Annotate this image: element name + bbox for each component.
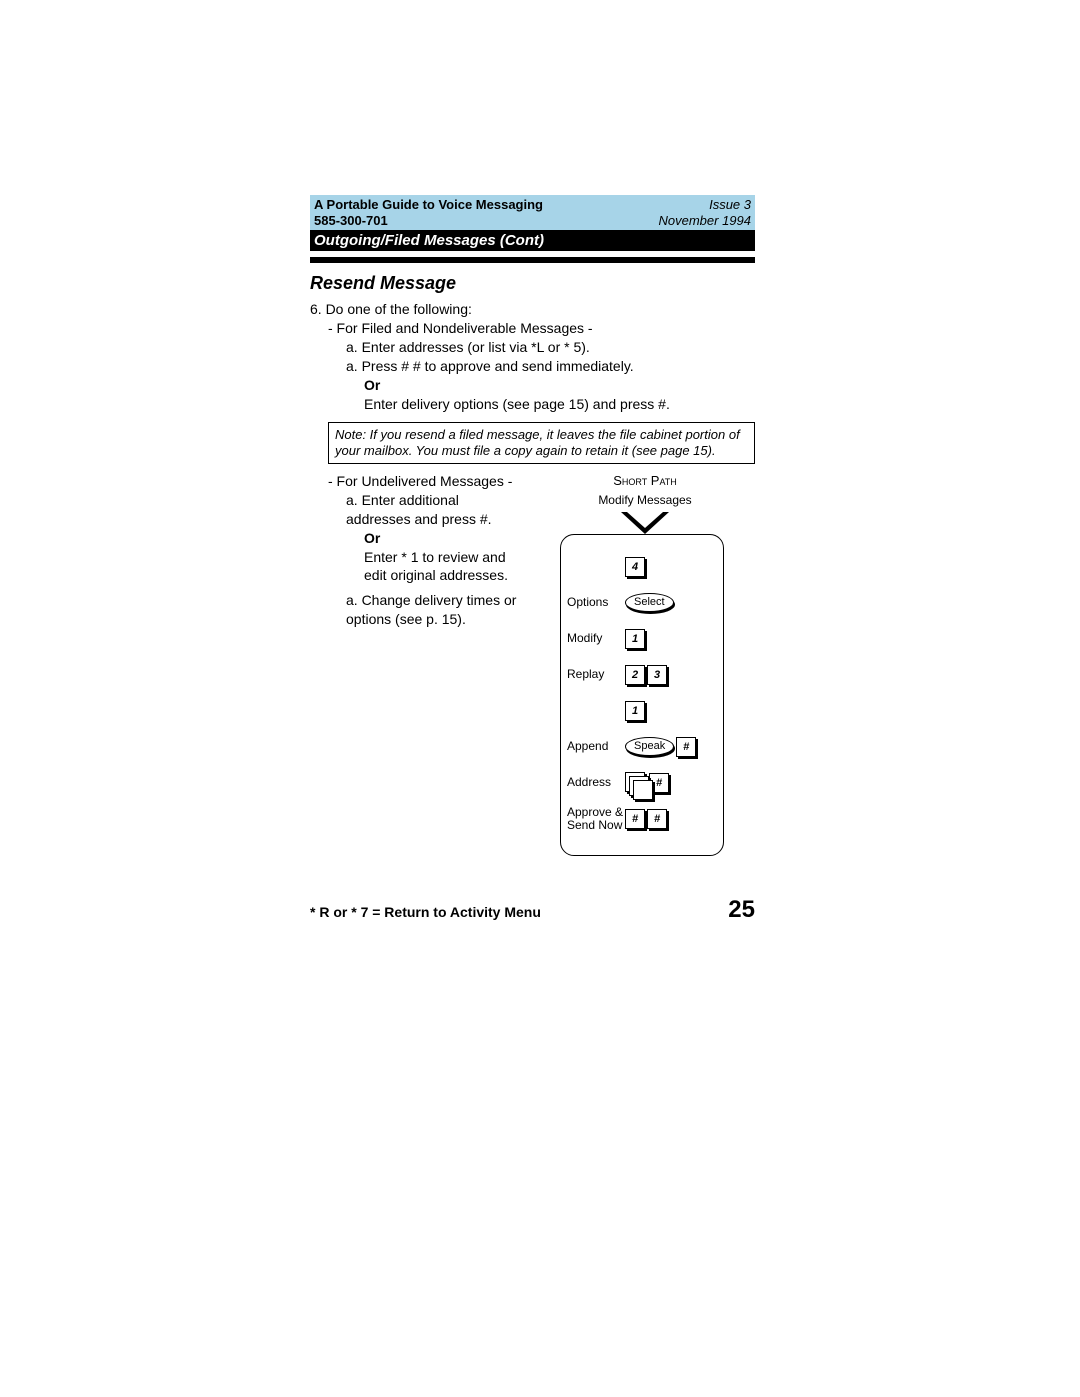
issue: Issue 3: [709, 197, 751, 213]
flow-keys: ##: [625, 809, 717, 829]
return-text: * R or * 7 = Return to Activity Menu: [310, 904, 541, 920]
phone-key: 4: [625, 557, 645, 577]
filed-a: a. Enter addresses (or list via *L or * …: [346, 338, 755, 357]
flow-keys: 1: [625, 701, 717, 721]
flow-keys: Select: [625, 593, 717, 612]
doc-title: A Portable Guide to Voice Messaging: [314, 197, 543, 213]
flow-row: OptionsSelect: [567, 589, 717, 617]
phone-key: 2: [625, 665, 645, 685]
flow-label: Address: [567, 776, 625, 789]
flow-row: 1: [567, 697, 717, 725]
filed-b: a. Press # # to approve and send immedia…: [346, 357, 755, 376]
undeliv-a: a. Enter additional addresses and press …: [346, 491, 520, 529]
key-stack-icon: [625, 772, 647, 794]
filed-or: Enter delivery options (see page 15) and…: [364, 395, 755, 414]
or-2: Or: [364, 529, 520, 548]
manual-page: A Portable Guide to Voice Messaging Issu…: [310, 195, 755, 924]
body: 6. Do one of the following: - For Filed …: [310, 300, 755, 856]
phone-key: 1: [625, 629, 645, 649]
flow-row: 4: [567, 553, 717, 581]
footer: * R or * 7 = Return to Activity Menu 25: [310, 896, 755, 924]
flow-keys: 23: [625, 665, 717, 685]
flow-box: 4OptionsSelectModify1Replay231AppendSpea…: [560, 534, 724, 856]
flow-row: AppendSpeak#: [567, 733, 717, 761]
note-text: Note: If you resend a filed message, it …: [335, 427, 740, 458]
filed-heading: - For Filed and Nondeliverable Messages …: [328, 319, 755, 338]
short-path-title: Short Path: [560, 472, 730, 490]
oval-label: Select: [625, 593, 674, 612]
flow-label: Approve & Send Now: [567, 806, 625, 832]
undeliv-or: Enter * 1 to review and edit original ad…: [364, 548, 520, 586]
doc-number: 585-300-701: [314, 213, 388, 229]
section-title: Resend Message: [310, 273, 755, 294]
section-bar: Outgoing/Filed Messages (Cont): [310, 230, 755, 251]
flow-label: Modify: [567, 632, 625, 645]
oval-label: Speak: [625, 737, 674, 756]
doc-date: November 1994: [659, 213, 752, 229]
flow-label: Options: [567, 596, 625, 609]
left-column: - For Undelivered Messages - a. Enter ad…: [310, 472, 520, 629]
flow-label: Append: [567, 740, 625, 753]
phone-key: #: [647, 809, 667, 829]
short-path-subtitle: Modify Messages: [560, 492, 730, 508]
phone-key: 1: [625, 701, 645, 721]
arrow-down-icon: [621, 512, 669, 534]
flow-row: Replay23: [567, 661, 717, 689]
flow-keys: #: [625, 772, 717, 794]
step6: 6. Do one of the following:: [310, 300, 755, 319]
phone-key: 3: [647, 665, 667, 685]
undeliv-b: a. Change delivery times or options (see…: [346, 591, 520, 629]
flow-keys: 4: [625, 557, 717, 577]
page-number: 25: [728, 896, 755, 924]
flow-keys: 1: [625, 629, 717, 649]
or-1: Or: [364, 376, 755, 395]
undeliv-heading: - For Undelivered Messages -: [328, 472, 520, 491]
short-path-panel: Short Path Modify Messages 4 OptionsSelec…: [560, 472, 730, 856]
flow-row: Modify1: [567, 625, 717, 653]
phone-key: #: [676, 737, 696, 757]
flow-row: Address#: [567, 769, 717, 797]
header-bar: A Portable Guide to Voice Messaging Issu…: [310, 195, 755, 230]
flow-row: Approve & Send Now##: [567, 805, 717, 833]
flow-label: Replay: [567, 668, 625, 681]
note-box: Note: If you resend a filed message, it …: [328, 422, 755, 465]
phone-key: #: [625, 809, 645, 829]
flow-keys: Speak#: [625, 737, 717, 757]
rule: [310, 257, 755, 263]
